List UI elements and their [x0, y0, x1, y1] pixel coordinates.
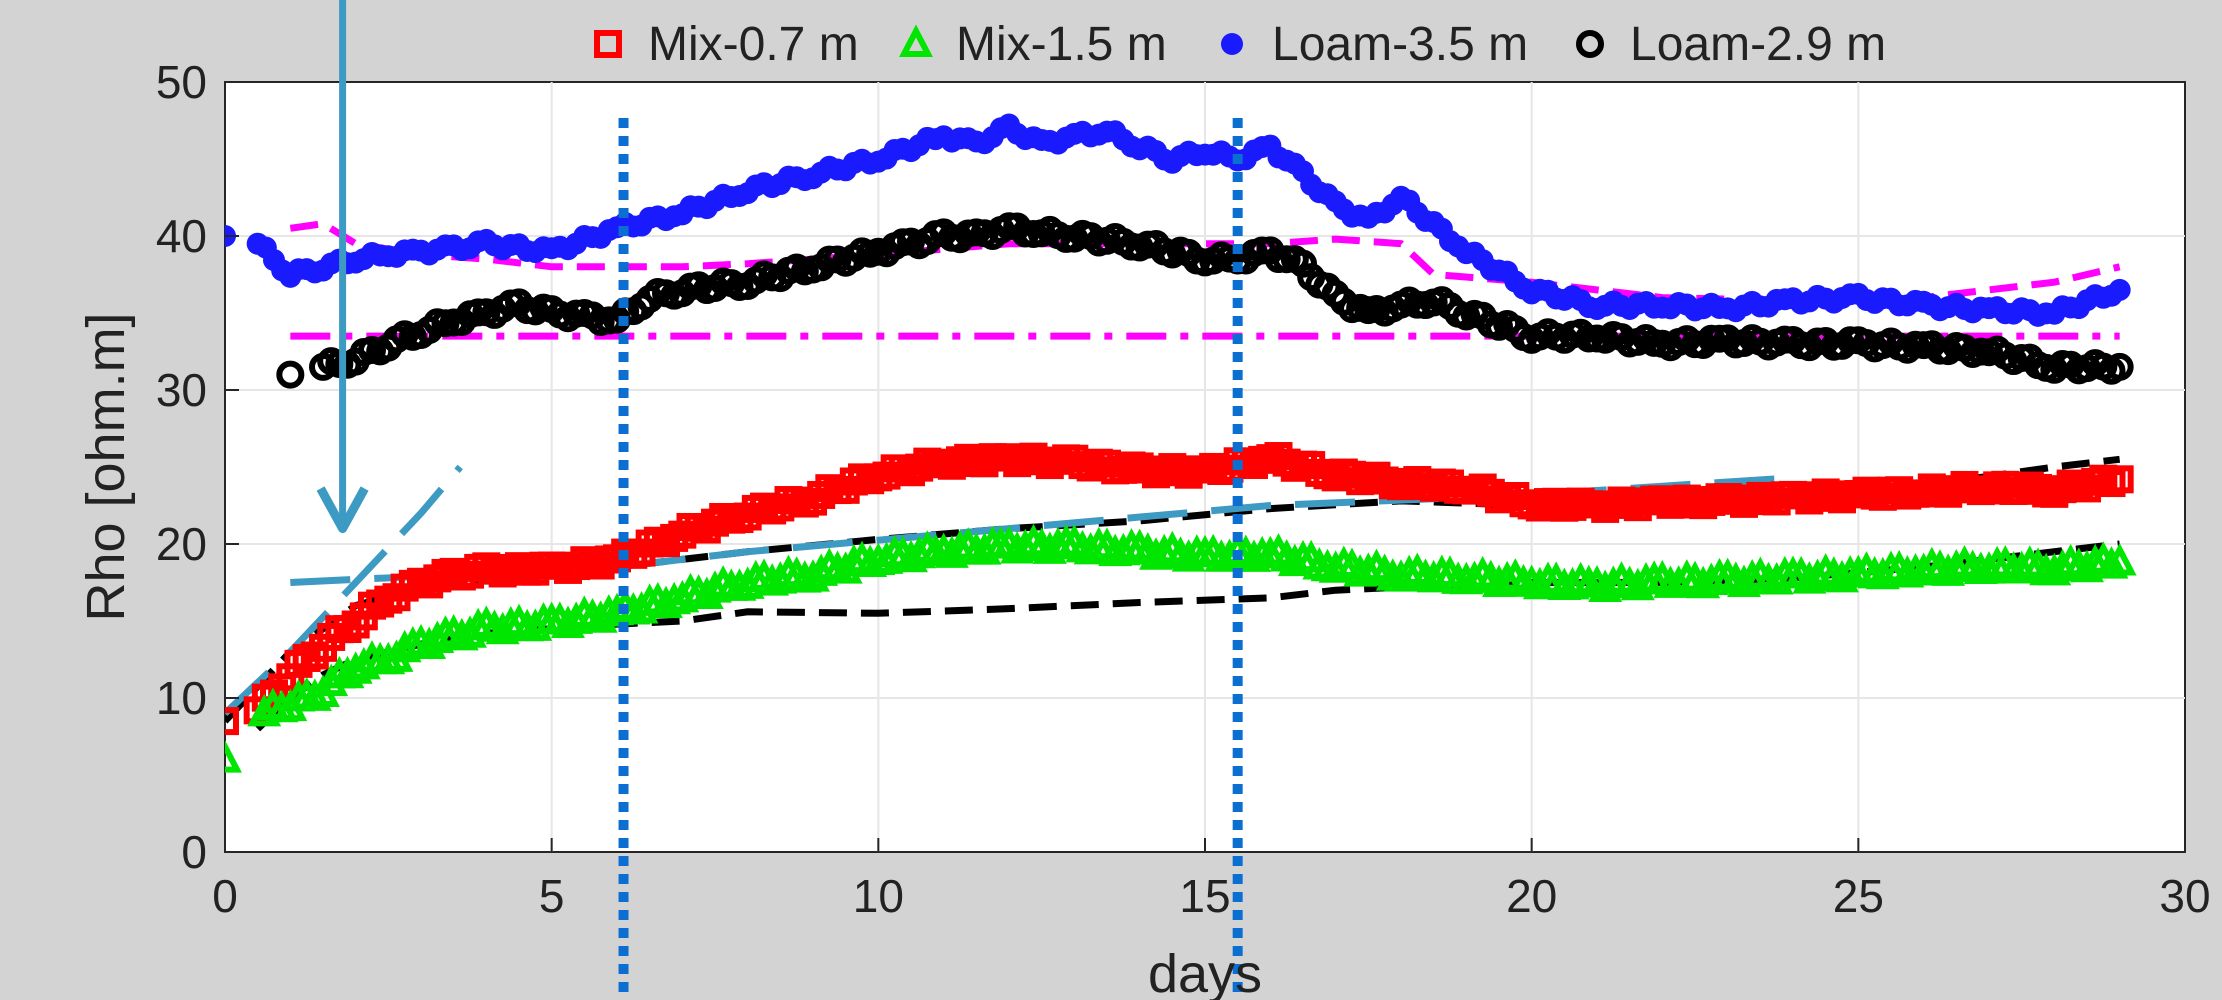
x-tick-label: 5	[539, 870, 565, 922]
y-axis-label: Rho [ohm.m]	[76, 312, 136, 621]
data-point	[276, 360, 305, 389]
y-axis: 0 10 20 30 40 50	[156, 56, 239, 878]
data-point	[1351, 552, 1386, 585]
y-tick-label: 50	[156, 56, 207, 108]
data-point	[2102, 542, 2137, 576]
data-point	[2045, 548, 2080, 582]
data-point	[1008, 528, 1043, 562]
series-loam-2-9-m	[276, 212, 2134, 389]
legend-label: Mix-0.7 m	[648, 18, 859, 71]
legend: Mix-0.7 m Mix-1.5 m Loam-3.5 m Loam-2.9 m	[594, 18, 1886, 71]
x-axis-label: days	[1148, 944, 1262, 1000]
y-tick-label: 40	[156, 210, 207, 262]
data-point	[297, 678, 332, 711]
y-tick-label: 30	[156, 364, 207, 416]
legend-item-mix-1-5-m: Mix-1.5 m	[899, 18, 1167, 71]
data-point	[1596, 565, 1631, 598]
legend-marker	[899, 24, 933, 57]
data-point	[836, 543, 871, 577]
legend-label: Mix-1.5 m	[956, 18, 1167, 71]
legend-item-loam-2-9-m: Loam-2.9 m	[1576, 18, 1886, 71]
series-mix-1-5-m	[225, 523, 2137, 773]
x-tick-label: 10	[853, 870, 904, 922]
data-point	[1841, 554, 1876, 588]
data-point	[2105, 352, 2134, 381]
data-point	[2105, 465, 2134, 494]
legend-marker	[1221, 33, 1243, 55]
data-series	[225, 113, 2137, 773]
data-point	[2108, 278, 2131, 301]
legend-label: Loam-3.5 m	[1272, 18, 1528, 71]
x-tick-label: 25	[1833, 870, 1884, 922]
x-axis: 0 5 10 15 20 25 30	[212, 838, 2211, 922]
legend-item-mix-0-7-m: Mix-0.7 m	[594, 18, 859, 71]
data-point	[2094, 546, 2129, 579]
legend-label: Loam-2.9 m	[1630, 18, 1886, 71]
y-tick-label: 0	[181, 826, 207, 878]
legend-marker	[594, 30, 622, 58]
model-line-6	[225, 464, 463, 716]
x-tick-label: 30	[2159, 870, 2210, 922]
series-loam-3-5-m	[225, 113, 2131, 327]
arrow-head	[316, 486, 369, 534]
legend-item-loam-3-5-m: Loam-3.5 m	[1221, 18, 1528, 71]
data-point	[225, 740, 242, 773]
y-tick-label: 10	[156, 672, 207, 724]
annotation-arrow	[316, 0, 369, 534]
x-tick-label: 15	[1179, 870, 1230, 922]
x-tick-label: 20	[1506, 870, 1557, 922]
data-point	[1939, 548, 1974, 582]
legend-marker	[1576, 30, 1604, 58]
data-point	[225, 707, 239, 736]
data-point	[1457, 560, 1492, 593]
y-tick-label: 20	[156, 518, 207, 570]
x-tick-label: 0	[212, 870, 238, 922]
vertical-markers	[618, 118, 1243, 1000]
